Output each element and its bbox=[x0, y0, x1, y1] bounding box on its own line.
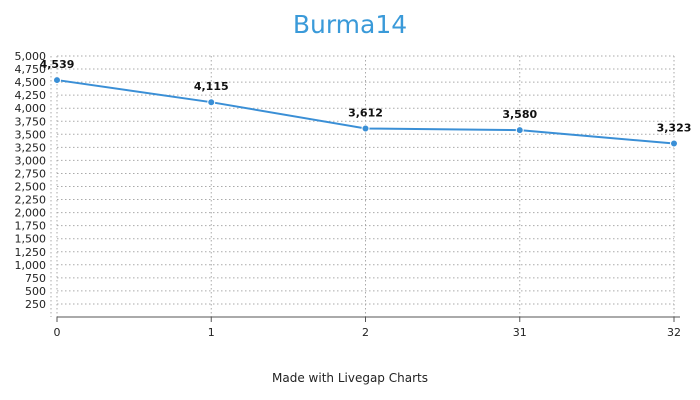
y-tick-label: 4,750 bbox=[15, 63, 47, 76]
y-tick-label: 2,000 bbox=[15, 207, 47, 220]
y-tick-label: 1,250 bbox=[15, 246, 47, 259]
y-tick-label: 2,500 bbox=[15, 181, 47, 194]
data-point bbox=[670, 139, 678, 148]
data-point bbox=[515, 126, 524, 135]
data-label: 3,323 bbox=[657, 122, 692, 135]
x-tick-label: 2 bbox=[362, 326, 369, 339]
y-tick-label: 1,750 bbox=[15, 220, 47, 233]
y-tick-label: 3,500 bbox=[15, 128, 47, 141]
x-axis-ticks: 0 1 2 31 32 bbox=[54, 326, 682, 339]
data-label: 3,612 bbox=[348, 106, 383, 119]
x-tick-label: 31 bbox=[513, 326, 527, 339]
y-tick-label: 2,250 bbox=[15, 194, 47, 207]
x-tick-label: 32 bbox=[667, 326, 681, 339]
y-tick-label: 750 bbox=[25, 272, 46, 285]
y-tick-label: 500 bbox=[25, 285, 46, 298]
data-labels: 4,539 4,115 3,612 3,580 3,323 bbox=[40, 58, 692, 134]
footer-credit: Made with Livegap Charts bbox=[272, 371, 428, 385]
grid-lines bbox=[56, 55, 675, 317]
y-tick-label: 2,750 bbox=[15, 167, 47, 180]
data-label: 4,539 bbox=[40, 58, 75, 71]
y-tick-label: 1,500 bbox=[15, 233, 47, 246]
x-tick-label: 1 bbox=[208, 326, 215, 339]
series-layer bbox=[53, 76, 678, 148]
y-tick-label: 1,000 bbox=[15, 259, 47, 272]
data-label: 4,115 bbox=[194, 80, 229, 93]
y-tick-label: 3,250 bbox=[15, 141, 47, 154]
y-tick-label: 5,000 bbox=[15, 50, 47, 63]
data-point bbox=[361, 124, 370, 133]
data-point bbox=[53, 76, 61, 85]
y-tick-label: 4,500 bbox=[15, 76, 47, 89]
data-point bbox=[207, 98, 216, 107]
data-label: 3,580 bbox=[502, 108, 537, 121]
chart-title: Burma14 bbox=[292, 10, 408, 39]
y-tick-label: 250 bbox=[25, 298, 46, 311]
y-axis-ticks: 2505007501,0001,2501,5001,7502,0002,2502… bbox=[15, 50, 47, 311]
y-tick-label: 3,000 bbox=[15, 154, 47, 167]
x-tick-label: 0 bbox=[54, 326, 61, 339]
y-tick-label: 4,000 bbox=[15, 102, 47, 115]
axes bbox=[50, 56, 680, 322]
y-tick-label: 4,250 bbox=[15, 89, 47, 102]
y-tick-label: 3,750 bbox=[15, 115, 47, 128]
